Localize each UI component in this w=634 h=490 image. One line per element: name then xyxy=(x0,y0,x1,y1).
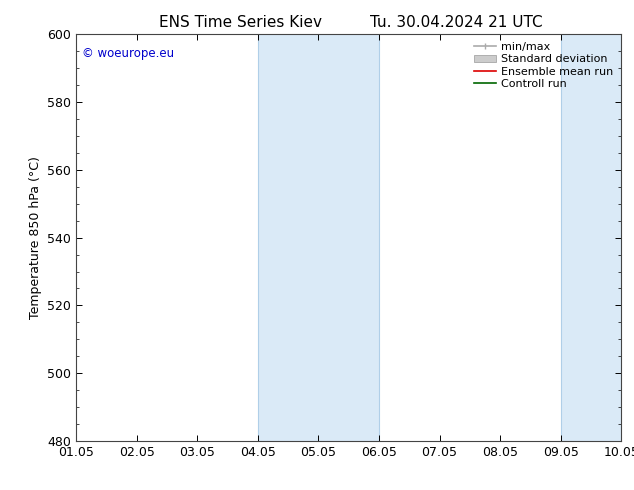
Text: © woeurope.eu: © woeurope.eu xyxy=(82,47,174,59)
Bar xyxy=(258,34,379,441)
Y-axis label: Temperature 850 hPa (°C): Temperature 850 hPa (°C) xyxy=(29,156,42,319)
Bar xyxy=(560,34,634,441)
Text: ENS Time Series Kiev: ENS Time Series Kiev xyxy=(159,15,323,30)
Legend: min/max, Standard deviation, Ensemble mean run, Controll run: min/max, Standard deviation, Ensemble me… xyxy=(469,38,618,93)
Text: Tu. 30.04.2024 21 UTC: Tu. 30.04.2024 21 UTC xyxy=(370,15,543,30)
